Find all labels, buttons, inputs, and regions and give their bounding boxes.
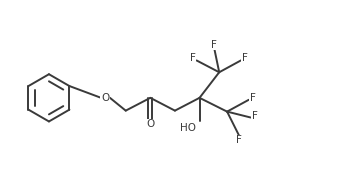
Text: F: F [242, 54, 248, 64]
Text: O: O [146, 120, 154, 129]
Text: F: F [236, 135, 242, 145]
Text: F: F [250, 93, 256, 103]
Text: F: F [211, 40, 217, 50]
Text: HO: HO [180, 123, 196, 133]
Text: F: F [252, 111, 257, 121]
Text: F: F [190, 54, 196, 64]
Text: O: O [101, 93, 109, 103]
